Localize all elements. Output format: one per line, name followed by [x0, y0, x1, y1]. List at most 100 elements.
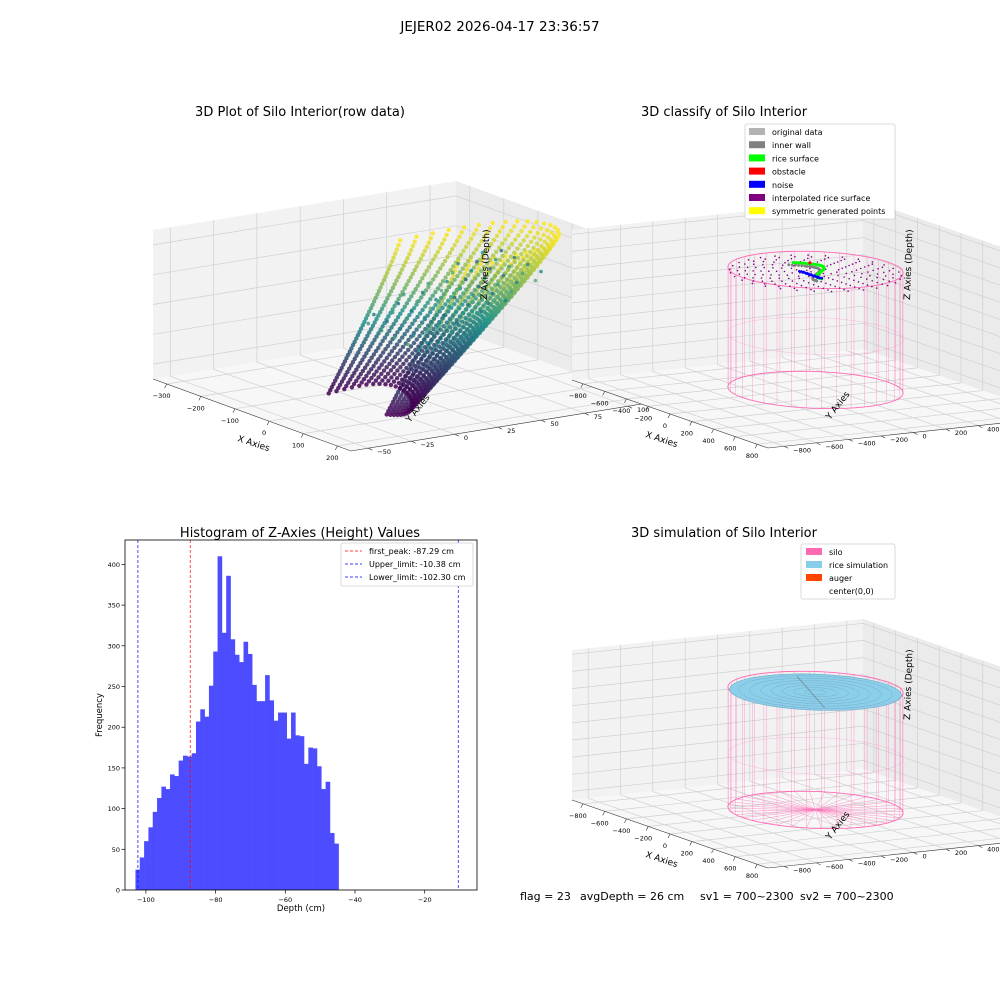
data-point	[420, 330, 425, 335]
silo-bottom-spoke	[754, 794, 816, 811]
silo-bottom-spoke	[815, 809, 822, 829]
rice-mesh-ring	[738, 675, 893, 709]
data-point	[397, 238, 403, 243]
data-point	[506, 267, 511, 272]
data-point	[463, 244, 469, 250]
y-tick-label: 400	[987, 846, 999, 854]
x-tick-label: 400	[702, 857, 714, 865]
data-point	[466, 240, 471, 246]
data-point	[413, 355, 418, 360]
histogram-bar	[221, 632, 227, 890]
data-point	[344, 383, 349, 389]
histogram-bar	[182, 755, 188, 890]
histogram-bar	[200, 709, 205, 890]
interpolated-point	[827, 289, 829, 291]
gridline-y	[684, 217, 882, 437]
legend-label: first_peak: -87.29 cm	[369, 547, 454, 556]
data-point	[369, 355, 374, 360]
silo-bottom-spoke	[776, 809, 816, 826]
y-tick	[945, 848, 950, 852]
legend-swatch	[806, 561, 822, 568]
data-point	[385, 371, 391, 376]
data-point	[422, 345, 428, 350]
data-point	[336, 385, 341, 391]
data-point	[518, 242, 523, 247]
histogram-bar	[139, 857, 145, 890]
data-point	[364, 382, 369, 387]
data-point	[474, 310, 480, 316]
data-point	[384, 270, 390, 276]
data-point	[388, 289, 394, 294]
x-tick	[754, 864, 758, 869]
gridline-y	[620, 644, 817, 864]
silo-bottom-spoke	[744, 796, 816, 811]
data-point	[405, 328, 410, 333]
data-point	[412, 239, 417, 244]
silo-bottom-spoke	[815, 804, 896, 811]
x-tick	[711, 848, 714, 854]
data-point	[430, 351, 435, 356]
data-point	[455, 273, 460, 279]
interpolated-point	[836, 261, 839, 263]
x-tick-label: −300	[153, 392, 171, 400]
silo-bottom-spoke	[730, 809, 816, 812]
gridline-x	[713, 818, 1000, 850]
data-point	[457, 314, 462, 319]
data-point	[473, 276, 478, 281]
data-point	[515, 246, 520, 251]
data-point	[417, 311, 423, 316]
y-tick-label: 300	[108, 642, 120, 650]
interpolated-point	[791, 280, 794, 282]
interpolated-point	[778, 285, 780, 288]
data-point	[454, 238, 460, 244]
interpolated-point	[764, 283, 766, 285]
interpolated-point	[829, 284, 832, 286]
interpolated-point	[798, 277, 800, 280]
data-point	[456, 323, 462, 328]
interpolated-point	[838, 287, 841, 289]
data-point	[373, 348, 379, 354]
gridline-y	[299, 206, 499, 428]
histogram-bar	[157, 798, 162, 890]
data-point	[425, 300, 430, 305]
data-point	[438, 350, 443, 355]
interpolated-point	[888, 270, 891, 272]
silo-bottom-spoke	[815, 794, 855, 811]
data-point	[397, 338, 402, 344]
legend-label: interpolated rice surface	[772, 194, 870, 203]
interpolated-point	[779, 287, 782, 290]
data-point	[497, 257, 502, 262]
inner-wall-point	[790, 263, 794, 267]
data-point	[406, 342, 410, 347]
data-point	[450, 247, 455, 252]
data-point	[358, 326, 364, 331]
data-point	[399, 377, 405, 382]
obstacle-point	[808, 261, 812, 265]
interpolated-point	[790, 267, 793, 270]
x-tick-label: −20	[418, 896, 432, 904]
data-point	[376, 375, 381, 380]
data-point	[418, 256, 423, 261]
y-tick-label: 200	[108, 724, 120, 732]
data-point	[485, 230, 490, 235]
interpolated-point	[769, 277, 771, 280]
data-point	[428, 360, 433, 365]
histogram-bar	[299, 736, 305, 890]
data-point	[455, 298, 460, 303]
interpolated-point	[778, 277, 781, 280]
data-point	[492, 273, 498, 279]
interpolated-point	[871, 285, 873, 288]
data-point	[525, 243, 530, 249]
data-point	[470, 299, 475, 305]
x-tick-label: −400	[613, 407, 631, 415]
legend-label: silo	[829, 548, 843, 557]
histogram-bar	[165, 789, 171, 890]
interpolated-point	[848, 264, 850, 267]
interpolated-point	[863, 266, 866, 268]
data-point	[473, 305, 478, 310]
interpolated-point	[892, 277, 894, 279]
data-point	[435, 286, 441, 291]
data-point	[438, 295, 444, 301]
data-point	[476, 272, 481, 278]
interpolated-point	[871, 263, 874, 265]
